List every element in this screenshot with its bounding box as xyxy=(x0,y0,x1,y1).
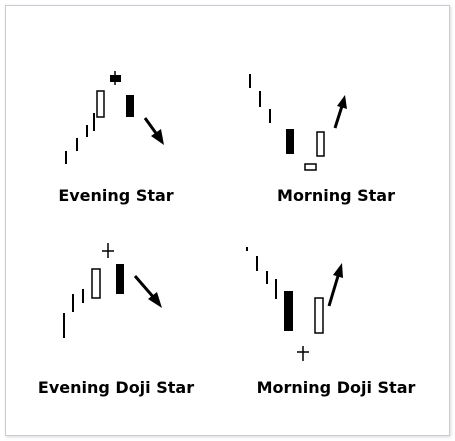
star-candle xyxy=(110,75,121,82)
down-arrow-head xyxy=(148,292,162,308)
hollow-candle xyxy=(96,90,105,118)
morning-doji-star-diagram xyxy=(246,247,343,361)
morning-doji-star-panel: Morning Doji Star xyxy=(226,221,446,431)
hollow-candle xyxy=(316,131,325,157)
pattern-label-morning-doji-star: Morning Doji Star xyxy=(256,378,416,397)
evening-doji-star-panel: Evening Doji Star xyxy=(6,221,226,431)
morning-star-panel: Morning Star xyxy=(226,6,446,216)
evening-doji-star-diagram xyxy=(63,243,162,338)
morning-star-diagram xyxy=(249,74,347,171)
filled-candle xyxy=(286,129,294,154)
filled-candle xyxy=(116,264,124,294)
hollow-candle xyxy=(91,268,101,299)
down-arrow-head xyxy=(151,129,164,145)
diagram-frame: Evening Star Morning Star Evening xyxy=(5,5,450,436)
up-arrow-shaft xyxy=(333,105,344,129)
pattern-label-morning-star: Morning Star xyxy=(277,186,395,205)
hollow-candle xyxy=(314,297,324,334)
evening-star-panel: Evening Star xyxy=(6,6,226,216)
down-arrow-shaft xyxy=(133,275,157,300)
evening-star-diagram xyxy=(65,71,164,164)
star-candle xyxy=(304,163,317,171)
filled-candle xyxy=(284,291,293,331)
filled-candle xyxy=(126,95,134,117)
up-arrow-shaft xyxy=(327,275,340,307)
pattern-label-evening-doji-star: Evening Doji Star xyxy=(37,378,195,397)
pattern-label-evening-star: Evening Star xyxy=(58,186,174,205)
up-arrow-head xyxy=(333,263,343,278)
up-arrow-head xyxy=(337,95,347,109)
